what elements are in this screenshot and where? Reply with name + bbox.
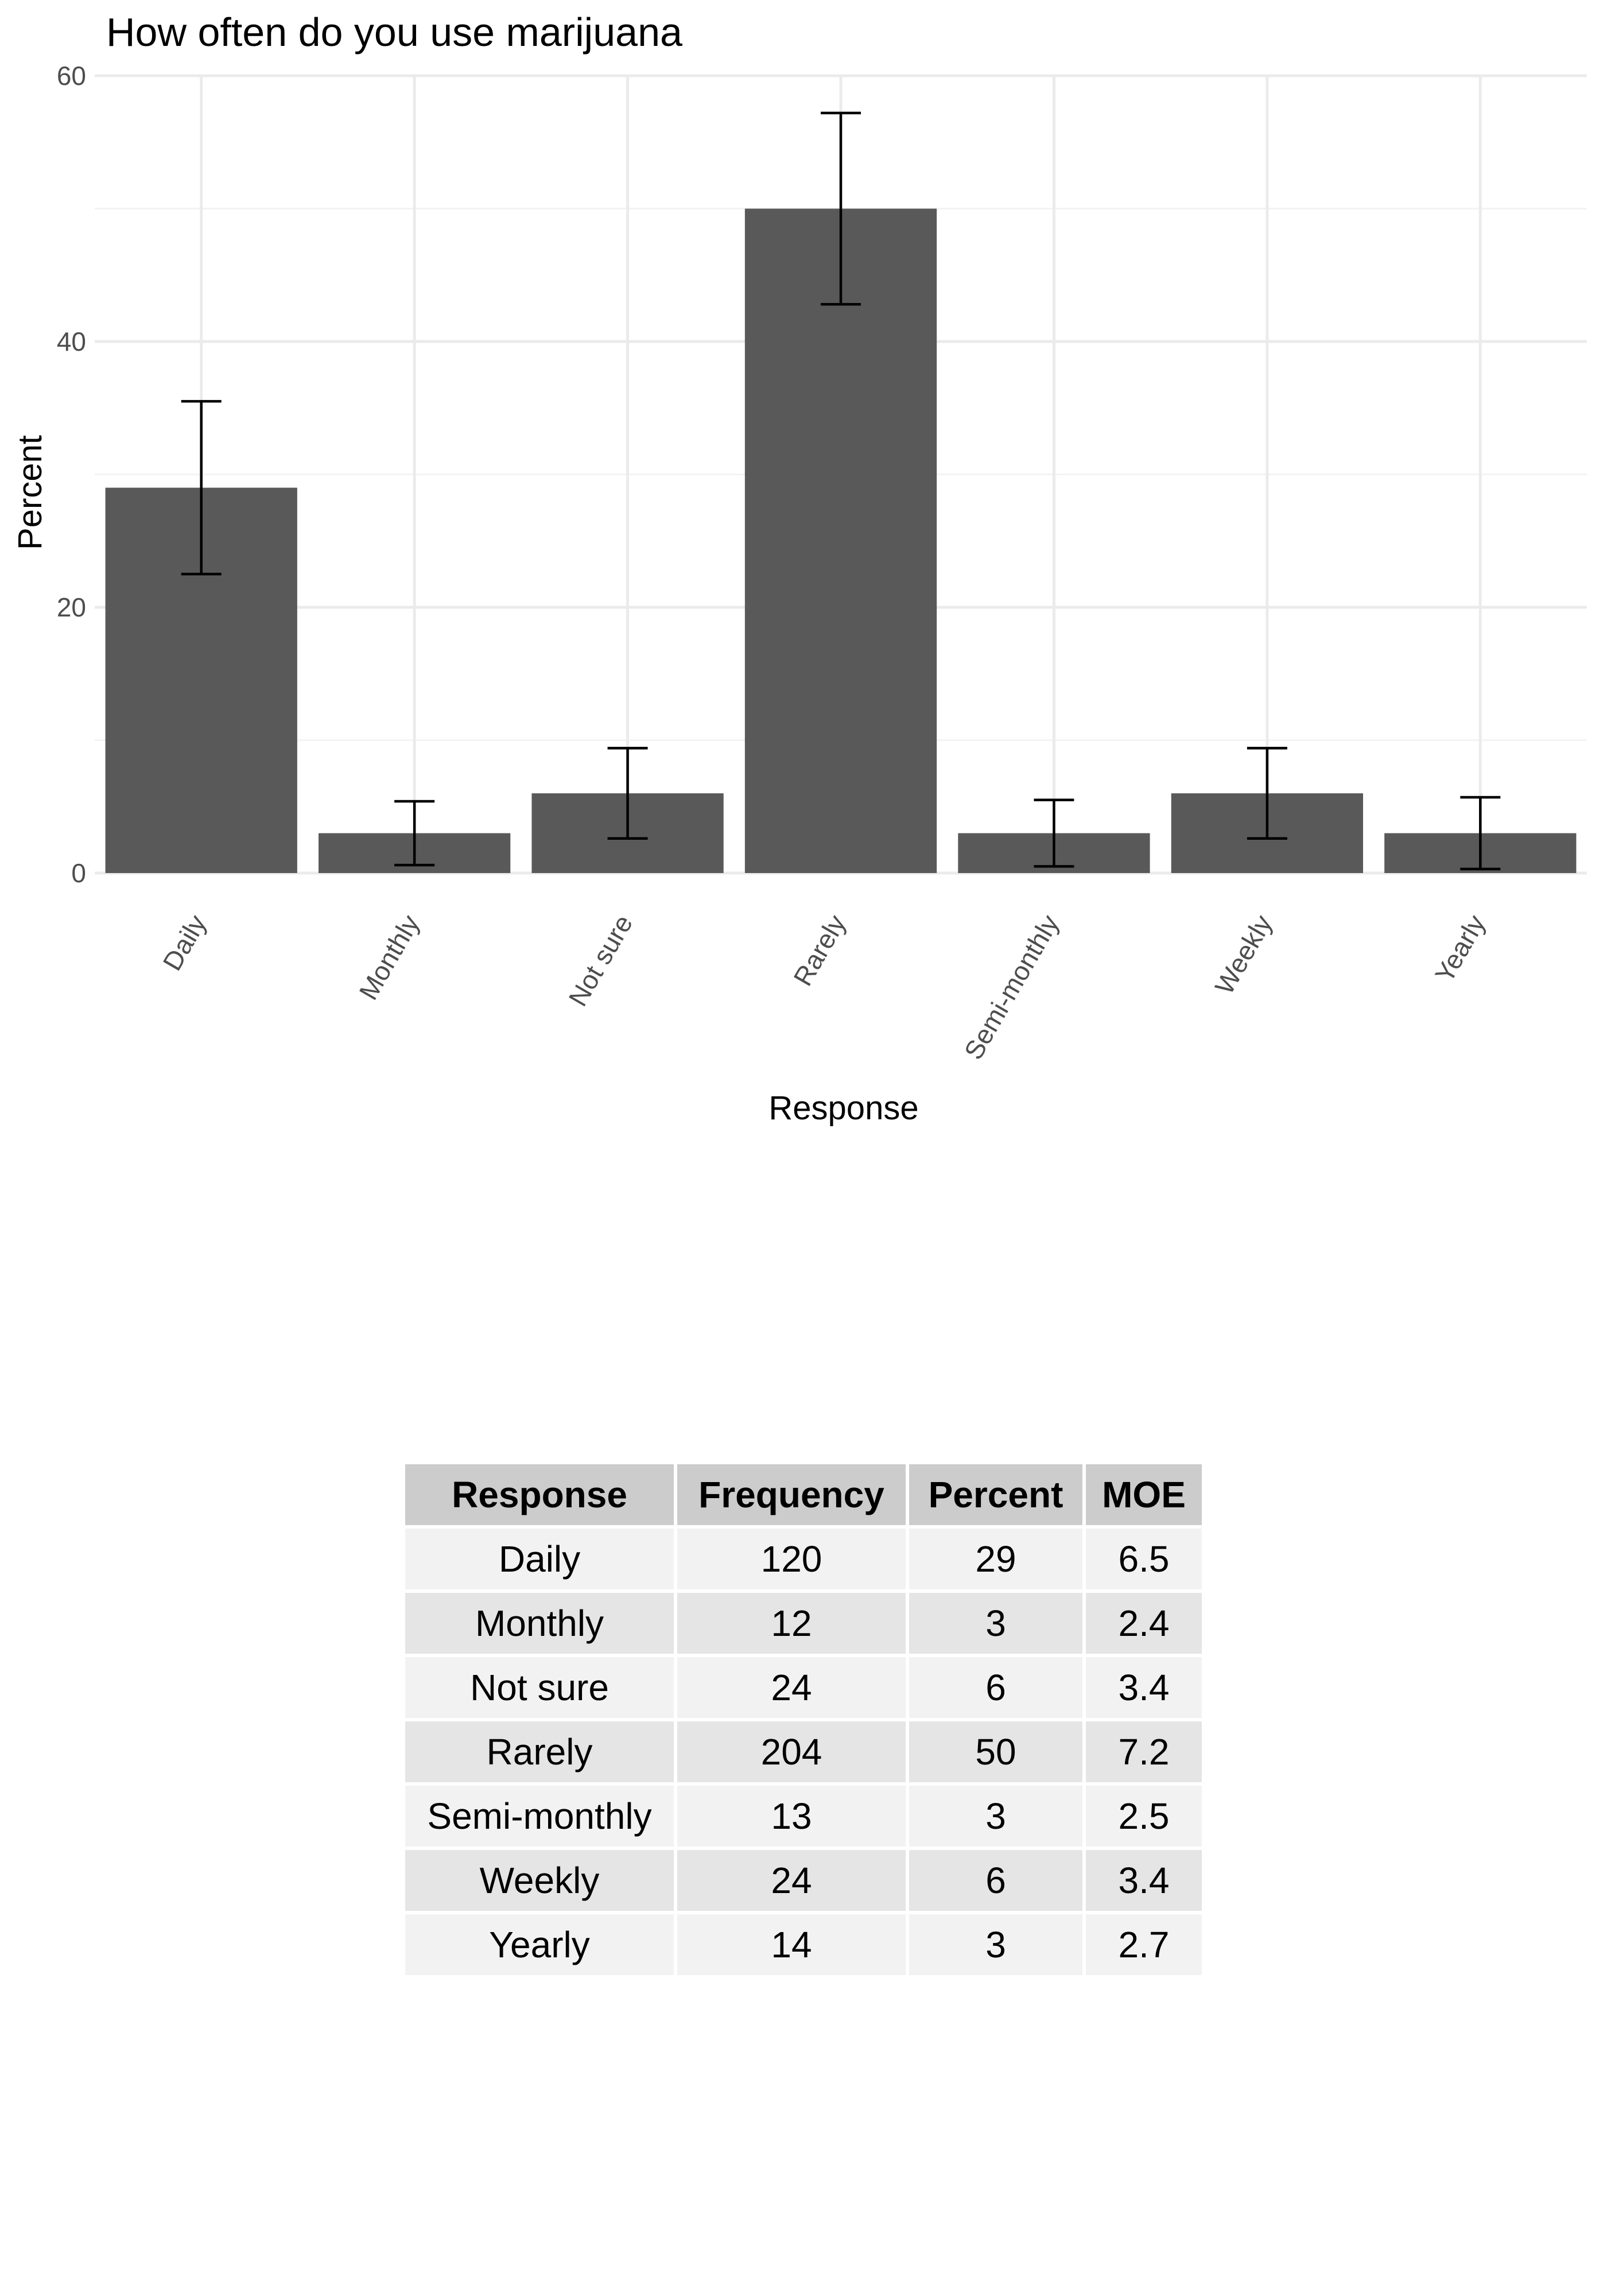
- bar-rarely: [744, 208, 937, 873]
- bar-chart: How often do you use marijuana 0 20 40 60 D…: [11, 10, 1587, 1127]
- table-row: Monthly 12 3 2.4: [405, 1593, 1202, 1654]
- x-axis-ticks: Daily Monthly Not sure Rarely Semi-monthly We…: [157, 910, 1491, 1065]
- x-tick-label: Not sure: [562, 910, 638, 1011]
- cell-moe: 2.7: [1086, 1914, 1202, 1975]
- cell-response: Weekly: [405, 1850, 674, 1911]
- cell-moe: 7.2: [1086, 1721, 1202, 1782]
- y-axis-title: Percent: [11, 435, 49, 550]
- cell-percent: 6: [909, 1850, 1082, 1911]
- error-bar: [821, 111, 861, 306]
- error-bar: [607, 747, 648, 840]
- table-row: Yearly 14 3 2.7: [405, 1914, 1202, 1975]
- chart-title: How often do you use marijuana: [106, 10, 682, 55]
- cell-response: Semi-monthly: [405, 1786, 674, 1847]
- x-tick-label: Daily: [157, 910, 212, 976]
- y-tick-label: 20: [57, 592, 86, 622]
- x-tick-label: Yearly: [1429, 910, 1491, 987]
- y-tick-label: 0: [71, 858, 86, 888]
- error-bars: [181, 111, 1501, 871]
- cell-response: Not sure: [405, 1657, 674, 1718]
- header-moe: MOE: [1086, 1464, 1202, 1525]
- cell-response: Monthly: [405, 1593, 674, 1654]
- x-tick-label: Semi-monthly: [958, 910, 1065, 1065]
- cell-moe: 2.5: [1086, 1786, 1202, 1847]
- cell-frequency: 13: [677, 1786, 906, 1847]
- summary-table: Response Frequency Percent MOE Daily 120…: [402, 1461, 1205, 1979]
- cell-moe: 3.4: [1086, 1657, 1202, 1718]
- error-bar: [1460, 796, 1501, 871]
- table-row: Semi-monthly 13 3 2.5: [405, 1786, 1202, 1847]
- cell-percent: 6: [909, 1657, 1082, 1718]
- table-row: Not sure 24 6 3.4: [405, 1657, 1202, 1718]
- header-percent: Percent: [909, 1464, 1082, 1525]
- table-header-row: Response Frequency Percent MOE: [405, 1464, 1202, 1525]
- cell-percent: 3: [909, 1786, 1082, 1847]
- x-tick-label: Rarely: [787, 910, 852, 991]
- error-bar: [1247, 747, 1287, 840]
- cell-moe: 6.5: [1086, 1529, 1202, 1589]
- cell-frequency: 24: [677, 1850, 906, 1911]
- table-row: Weekly 24 6 3.4: [405, 1850, 1202, 1911]
- cell-response: Daily: [405, 1529, 674, 1589]
- cell-response: Yearly: [405, 1914, 674, 1975]
- y-tick-label: 40: [57, 327, 86, 356]
- cell-response: Rarely: [405, 1721, 674, 1782]
- table-row: Rarely 204 50 7.2: [405, 1721, 1202, 1782]
- cell-moe: 2.4: [1086, 1593, 1202, 1654]
- cell-frequency: 14: [677, 1914, 906, 1975]
- y-axis-ticks: 0 20 40 60: [57, 61, 86, 888]
- cell-percent: 3: [909, 1914, 1082, 1975]
- y-tick-label: 60: [57, 61, 86, 91]
- header-frequency: Frequency: [677, 1464, 906, 1525]
- x-tick-label: Weekly: [1209, 910, 1278, 999]
- bars: [105, 208, 1577, 873]
- x-tick-label: Monthly: [353, 910, 425, 1004]
- cell-moe: 3.4: [1086, 1850, 1202, 1911]
- cell-frequency: 120: [677, 1529, 906, 1589]
- x-axis-title: Response: [768, 1089, 918, 1127]
- cell-percent: 3: [909, 1593, 1082, 1654]
- error-bar: [1034, 798, 1074, 868]
- cell-frequency: 24: [677, 1657, 906, 1718]
- header-response: Response: [405, 1464, 674, 1525]
- error-bar: [181, 400, 222, 576]
- cell-frequency: 204: [677, 1721, 906, 1782]
- table-row: Daily 120 29 6.5: [405, 1529, 1202, 1589]
- cell-percent: 29: [909, 1529, 1082, 1589]
- cell-frequency: 12: [677, 1593, 906, 1654]
- cell-percent: 50: [909, 1721, 1082, 1782]
- error-bar: [394, 800, 435, 867]
